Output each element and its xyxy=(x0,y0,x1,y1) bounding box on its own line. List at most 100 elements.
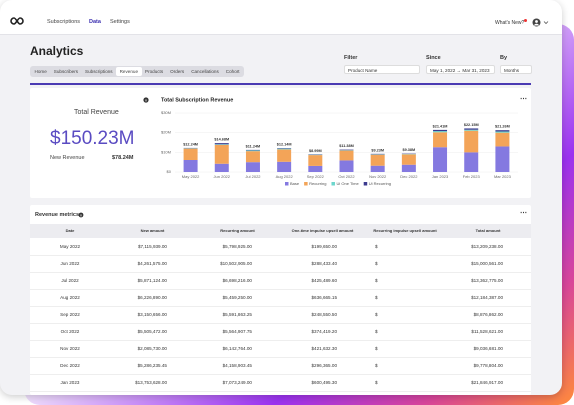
column-header[interactable]: Recurring amount xyxy=(220,228,255,233)
nav-link[interactable]: Settings xyxy=(109,19,130,25)
bar-segment xyxy=(245,151,260,163)
accent-bar xyxy=(30,83,531,85)
legend-label: Recurring xyxy=(309,181,326,186)
table-cell: $12,184,387.00 xyxy=(471,295,503,300)
table-cell: $13,753,628.00 xyxy=(135,380,167,385)
table-cell: $4,158,903.45 xyxy=(222,363,252,368)
chart-title: Total Subscription Revenue xyxy=(161,97,233,103)
filter-label: By xyxy=(500,55,508,61)
nav-link[interactable]: Subscriptions xyxy=(47,19,81,25)
bar-segment xyxy=(308,165,323,172)
table-menu[interactable]: ⋯ xyxy=(520,210,527,217)
bar-segment xyxy=(183,148,198,161)
total-label: $22.15M xyxy=(464,123,479,127)
column-header[interactable]: Total amount xyxy=(475,228,501,233)
row-divider xyxy=(30,374,531,375)
badge xyxy=(524,19,527,22)
column-header[interactable]: New amount xyxy=(140,228,165,233)
total-label: $21.26M xyxy=(495,125,510,129)
table-cell: $6,226,890.00 xyxy=(137,295,167,300)
table-cell: Aug 2022 xyxy=(60,295,80,300)
table-cell: Dec 2022 xyxy=(60,363,80,368)
row-divider xyxy=(30,306,531,307)
tab[interactable]: Subscriptions xyxy=(85,69,113,74)
bar-segment xyxy=(433,131,448,133)
table-cell: $5,286,235.45 xyxy=(137,363,167,368)
table-cell: $248,550.50 xyxy=(311,312,337,317)
total-label: $12.14M xyxy=(277,143,292,147)
tab[interactable]: Cohort xyxy=(225,69,240,74)
table-cell: $ xyxy=(375,380,378,385)
bar-segment xyxy=(214,143,229,145)
filter-label: Since xyxy=(426,55,441,61)
x-tick-label: Oct 2022 xyxy=(338,174,355,179)
tab[interactable]: Home xyxy=(34,69,47,74)
row-divider xyxy=(30,340,531,341)
whats-new[interactable]: What's New? xyxy=(495,20,525,26)
filter-input[interactable]: Months xyxy=(500,65,532,74)
nav-link[interactable]: Data xyxy=(89,19,101,25)
column-header[interactable]: Recurring impulse upsell amount xyxy=(373,228,437,233)
x-tick-label: Dec 2022 xyxy=(400,174,418,179)
table-cell: $425,489.60 xyxy=(311,278,337,283)
logo[interactable] xyxy=(9,16,25,26)
column-header[interactable]: Date xyxy=(65,228,75,233)
table-header-row xyxy=(30,224,531,238)
bar-segment xyxy=(495,131,510,133)
chart-menu[interactable]: ⋯ xyxy=(520,96,527,103)
total-label: $11.24M xyxy=(246,144,261,148)
table-cell: $6,142,764.00 xyxy=(222,346,252,351)
table-cell: $5,505,472.00 xyxy=(137,329,167,334)
tab[interactable]: Products xyxy=(145,69,164,74)
tab[interactable]: Subscribers xyxy=(53,69,79,74)
row-divider xyxy=(30,272,531,273)
table-cell: Oct 2022 xyxy=(60,329,80,334)
page-title: Analytics xyxy=(30,44,84,58)
table-cell: $7,115,939.00 xyxy=(137,244,167,249)
info-icon[interactable] xyxy=(143,97,149,103)
column-header[interactable]: One-time impulse upsell amount xyxy=(291,228,354,233)
bar-segment xyxy=(339,149,354,151)
metrics-card: Revenue metrics ⋯ Date New amount Recurrin… xyxy=(30,205,531,395)
table-cell: $5,591,863.25 xyxy=(222,312,252,317)
bar-segment xyxy=(277,149,292,162)
table-cell: $9,778,804.00 xyxy=(473,363,503,368)
bar-segment xyxy=(183,160,198,172)
x-tick-label: Aug 2022 xyxy=(276,174,294,179)
bar-segment xyxy=(245,162,260,172)
x-tick-label: Nov 2022 xyxy=(369,174,387,179)
nav-links: Subscriptions Data Settings xyxy=(47,19,130,25)
table-cell: $13,362,775.00 xyxy=(471,278,503,283)
tab[interactable]: Orders xyxy=(170,69,185,74)
table-cell: Sep 2022 xyxy=(60,312,80,317)
table-cell: $13,209,238.00 xyxy=(471,244,503,249)
x-tick-label: Sep 2022 xyxy=(307,174,325,179)
table-cell: $4,261,575.00 xyxy=(137,261,167,266)
table-cell: $ xyxy=(375,329,378,334)
y-tick-label: $10M xyxy=(161,149,171,154)
avatar[interactable] xyxy=(532,18,550,27)
info-icon[interactable] xyxy=(78,212,84,218)
x-tick-label: Jun 2022 xyxy=(214,174,231,179)
bar-segment xyxy=(245,150,260,152)
row-divider xyxy=(30,323,531,324)
filter-input[interactable]: Product Name xyxy=(344,65,420,74)
table-cell: $2,085,730.00 xyxy=(137,346,167,351)
summary-title: Total Revenue xyxy=(74,109,119,116)
bar-segment xyxy=(464,152,479,172)
row-divider xyxy=(30,255,531,256)
total-label: $14.68M xyxy=(214,138,229,142)
legend-swatch xyxy=(304,182,308,186)
filter-input[interactable]: May 1, 2022 → Mar 31, 2023 xyxy=(426,65,495,74)
table-cell: $ xyxy=(375,278,378,283)
new-revenue-value: $78.24M xyxy=(112,155,134,161)
table-cell: $199,650.00 xyxy=(311,244,337,249)
bar-segment xyxy=(339,150,354,161)
table-cell: $296,365.00 xyxy=(311,363,337,368)
tab[interactable]: Revenue xyxy=(116,67,142,76)
row-divider xyxy=(30,391,531,392)
tab[interactable]: Cancellations xyxy=(191,69,219,74)
table-cell: $374,419.20 xyxy=(311,329,337,334)
bar-segment xyxy=(370,154,385,166)
x-tick-label: Jan 2023 xyxy=(432,174,449,179)
